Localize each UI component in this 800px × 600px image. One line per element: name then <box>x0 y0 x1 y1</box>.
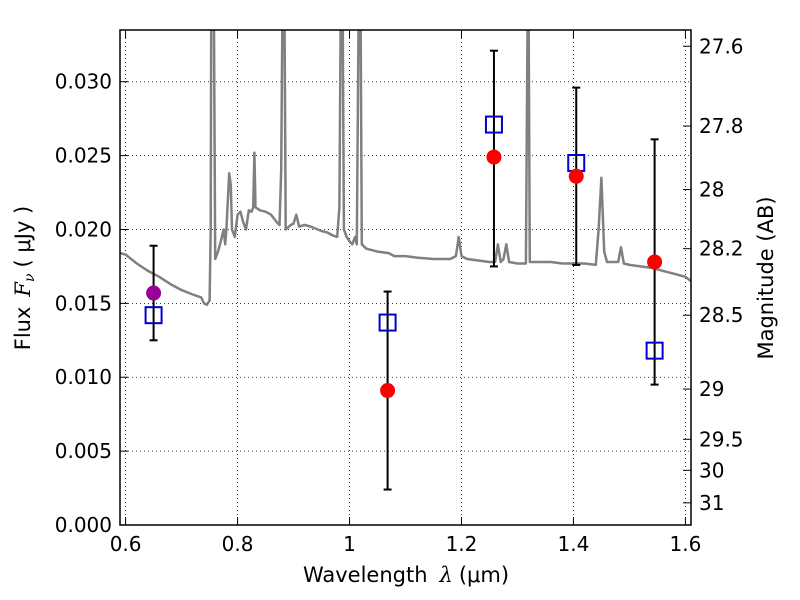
observed-circle-point <box>568 168 584 184</box>
x-axis-label-text: Wavelength <box>303 563 428 587</box>
model-square-point <box>378 313 397 332</box>
model-square-point <box>144 306 163 325</box>
y-tick-label: 0.005 <box>55 439 112 463</box>
y2-tick-label: 29.5 <box>699 427 744 451</box>
y-axis-label-text: Flux <box>11 307 35 351</box>
y2-tick-label: 28 <box>699 178 724 202</box>
y-tick-label: 0.025 <box>55 144 112 168</box>
observed-circle-point <box>486 149 502 165</box>
x-axis-label: Wavelength λ (μm) <box>303 563 509 587</box>
y2-tick-label: 29 <box>699 377 724 401</box>
y-tick-label: 0.015 <box>55 291 112 315</box>
ticks: 0.6 0.8 1 1.2 1.4 1.6 0.000 0.005 0.010 0.015 0.02… <box>55 30 744 556</box>
model-square-point <box>567 153 586 172</box>
y-axis-label-unit: ( μJy ) <box>11 206 35 268</box>
observed-circle-point <box>380 383 396 399</box>
y2-tick-label: 27.6 <box>699 34 744 58</box>
y-tick-label: 0.010 <box>55 365 112 389</box>
x-tick-label: 1.4 <box>558 532 590 556</box>
y2-tick-label: 30 <box>699 458 724 482</box>
y2-tick-label: 28.2 <box>699 237 744 261</box>
x-tick-label: 0.8 <box>222 532 254 556</box>
y2-axis-label: Magnitude (AB) <box>754 196 778 359</box>
y-tick-label: 0.000 <box>55 513 112 537</box>
x-tick-label: 0.6 <box>110 532 142 556</box>
y-axis-label: Flux Fν ( μJy ) <box>11 206 38 350</box>
y2-tick-label: 28.5 <box>699 303 744 327</box>
observed-circle-point <box>146 285 162 301</box>
y2-tick-label: 31 <box>699 491 724 515</box>
grid <box>120 30 691 526</box>
y2-tick-label: 27.8 <box>699 114 744 138</box>
observed-circle-point <box>647 254 663 270</box>
plot-frame <box>119 29 692 526</box>
model-square-point <box>484 115 503 134</box>
plot-content <box>120 30 691 491</box>
spectrum-line <box>120 30 691 307</box>
x-axis-label-symbol: λ <box>439 563 453 587</box>
y-tick-label: 0.030 <box>55 70 112 94</box>
y-axis-label-symbol: F <box>11 281 35 298</box>
x-tick-label: 1.2 <box>446 532 478 556</box>
y-axis-label-subscript: ν <box>22 273 38 282</box>
x-tick-label: 1 <box>343 532 356 556</box>
x-tick-label: 1.6 <box>669 532 701 556</box>
y-tick-label: 0.020 <box>55 217 112 241</box>
x-axis-label-unit: (μm) <box>459 563 509 587</box>
model-square-point <box>645 341 664 360</box>
